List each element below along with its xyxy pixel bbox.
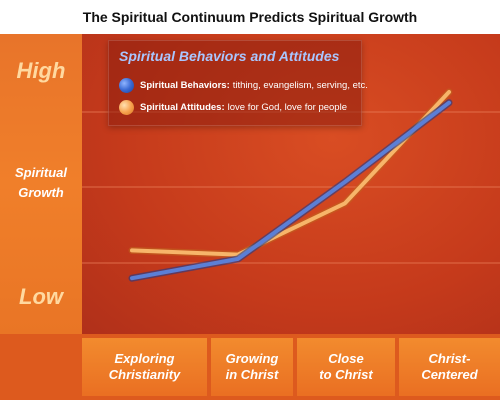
x-category-label-line2: in Christ bbox=[225, 367, 279, 382]
x-category-label-line1: Close bbox=[328, 351, 364, 366]
x-category-label-line2: Christianity bbox=[108, 367, 181, 382]
x-category-christ-centered: Christ- Centered bbox=[399, 338, 500, 396]
y-axis-title-line1: Spiritual bbox=[14, 165, 67, 180]
y-axis-title-line2: Growth bbox=[18, 185, 64, 200]
x-category-label-line2: Centered bbox=[421, 367, 478, 382]
legend: Spiritual Behaviors and Attitudes Spirit… bbox=[108, 40, 368, 126]
x-category-growing: Growing in Christ bbox=[211, 338, 293, 396]
y-axis-high-label: High bbox=[16, 58, 66, 83]
legend-item-behaviors-desc: tithing, evangelism, serving, etc. bbox=[232, 79, 368, 91]
legend-item-behaviors-name: Spiritual Behaviors: bbox=[140, 79, 230, 91]
x-category-label-line1: Exploring bbox=[114, 351, 175, 366]
x-category-close: Close to Christ bbox=[297, 338, 395, 396]
x-category-label-line2: to Christ bbox=[319, 367, 373, 382]
y-axis-title: Spiritual Growth bbox=[0, 163, 82, 203]
legend-item-attitudes-name: Spiritual Attitudes: bbox=[140, 101, 225, 113]
chart-title: The Spiritual Continuum Predicts Spiritu… bbox=[82, 9, 418, 25]
legend-item-attitudes-desc: love for God, love for people bbox=[227, 101, 347, 113]
y-axis-low-label: Low bbox=[19, 284, 63, 309]
x-category-exploring: Exploring Christianity bbox=[82, 338, 207, 396]
y-axis-panel bbox=[0, 34, 82, 334]
legend-title: Spiritual Behaviors and Attitudes bbox=[119, 48, 340, 64]
blue-circle-icon bbox=[119, 77, 134, 93]
legend-item-attitudes: Spiritual Attitudes: love for God, love … bbox=[119, 99, 347, 115]
x-category-label-line1: Christ- bbox=[428, 351, 471, 366]
x-category-label-line1: Growing bbox=[225, 351, 279, 366]
legend-item-behaviors: Spiritual Behaviors: tithing, evangelism… bbox=[119, 77, 368, 93]
orange-circle-icon bbox=[119, 99, 134, 115]
